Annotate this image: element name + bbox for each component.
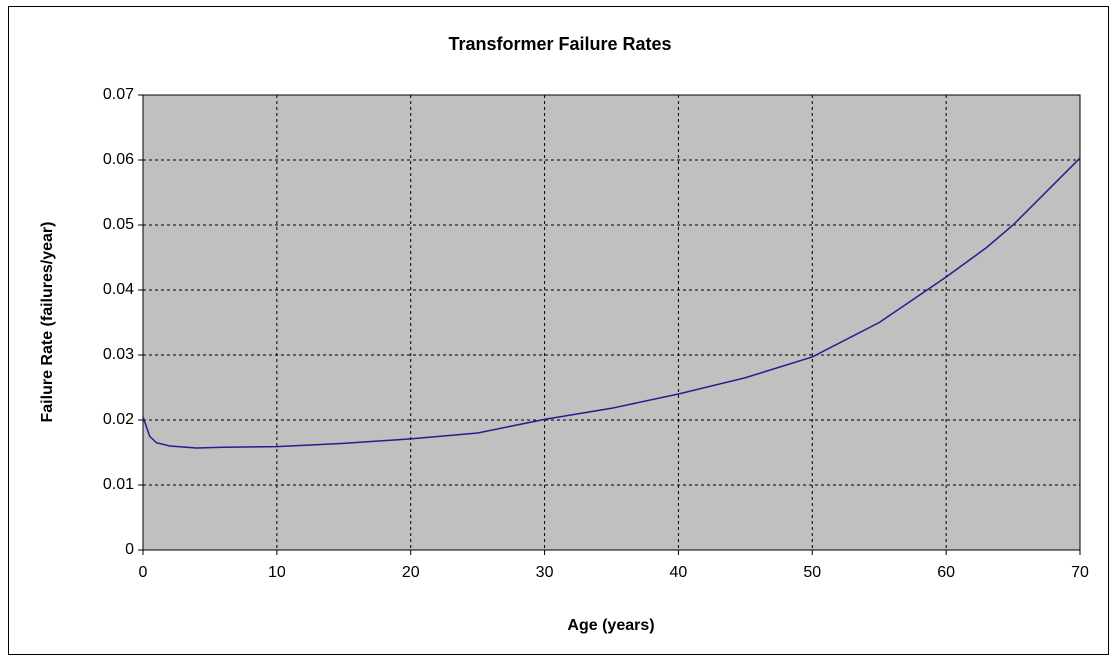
- plot-border: [142, 94, 1081, 551]
- y-tick-label: 0.06: [103, 151, 134, 168]
- chart-title: Transformer Failure Rates: [448, 34, 671, 54]
- x-tick-label: 30: [536, 564, 554, 581]
- x-tick-label: 20: [402, 564, 420, 581]
- y-tick-label: 0.07: [103, 86, 134, 103]
- y-axis-label: Failure Rate (failures/year): [39, 222, 56, 423]
- x-tick-label: 70: [1071, 564, 1089, 581]
- y-tick-label: 0.03: [103, 346, 134, 363]
- y-tick-label: 0.04: [103, 281, 134, 298]
- y-tick-label: 0.01: [103, 476, 134, 493]
- x-tick-label: 60: [937, 564, 955, 581]
- x-axis-label: Age (years): [567, 617, 654, 634]
- line-series: [142, 157, 1081, 449]
- x-tick-label: 50: [803, 564, 821, 581]
- y-tick-label: 0: [125, 541, 134, 558]
- x-tick-label: 40: [670, 564, 688, 581]
- y-tick-label: 0.05: [103, 216, 134, 233]
- y-tick-label: 0.02: [103, 411, 134, 428]
- x-tick-label: 0: [139, 564, 148, 581]
- x-tick-label: 10: [268, 564, 286, 581]
- plot-area: [143, 95, 1080, 550]
